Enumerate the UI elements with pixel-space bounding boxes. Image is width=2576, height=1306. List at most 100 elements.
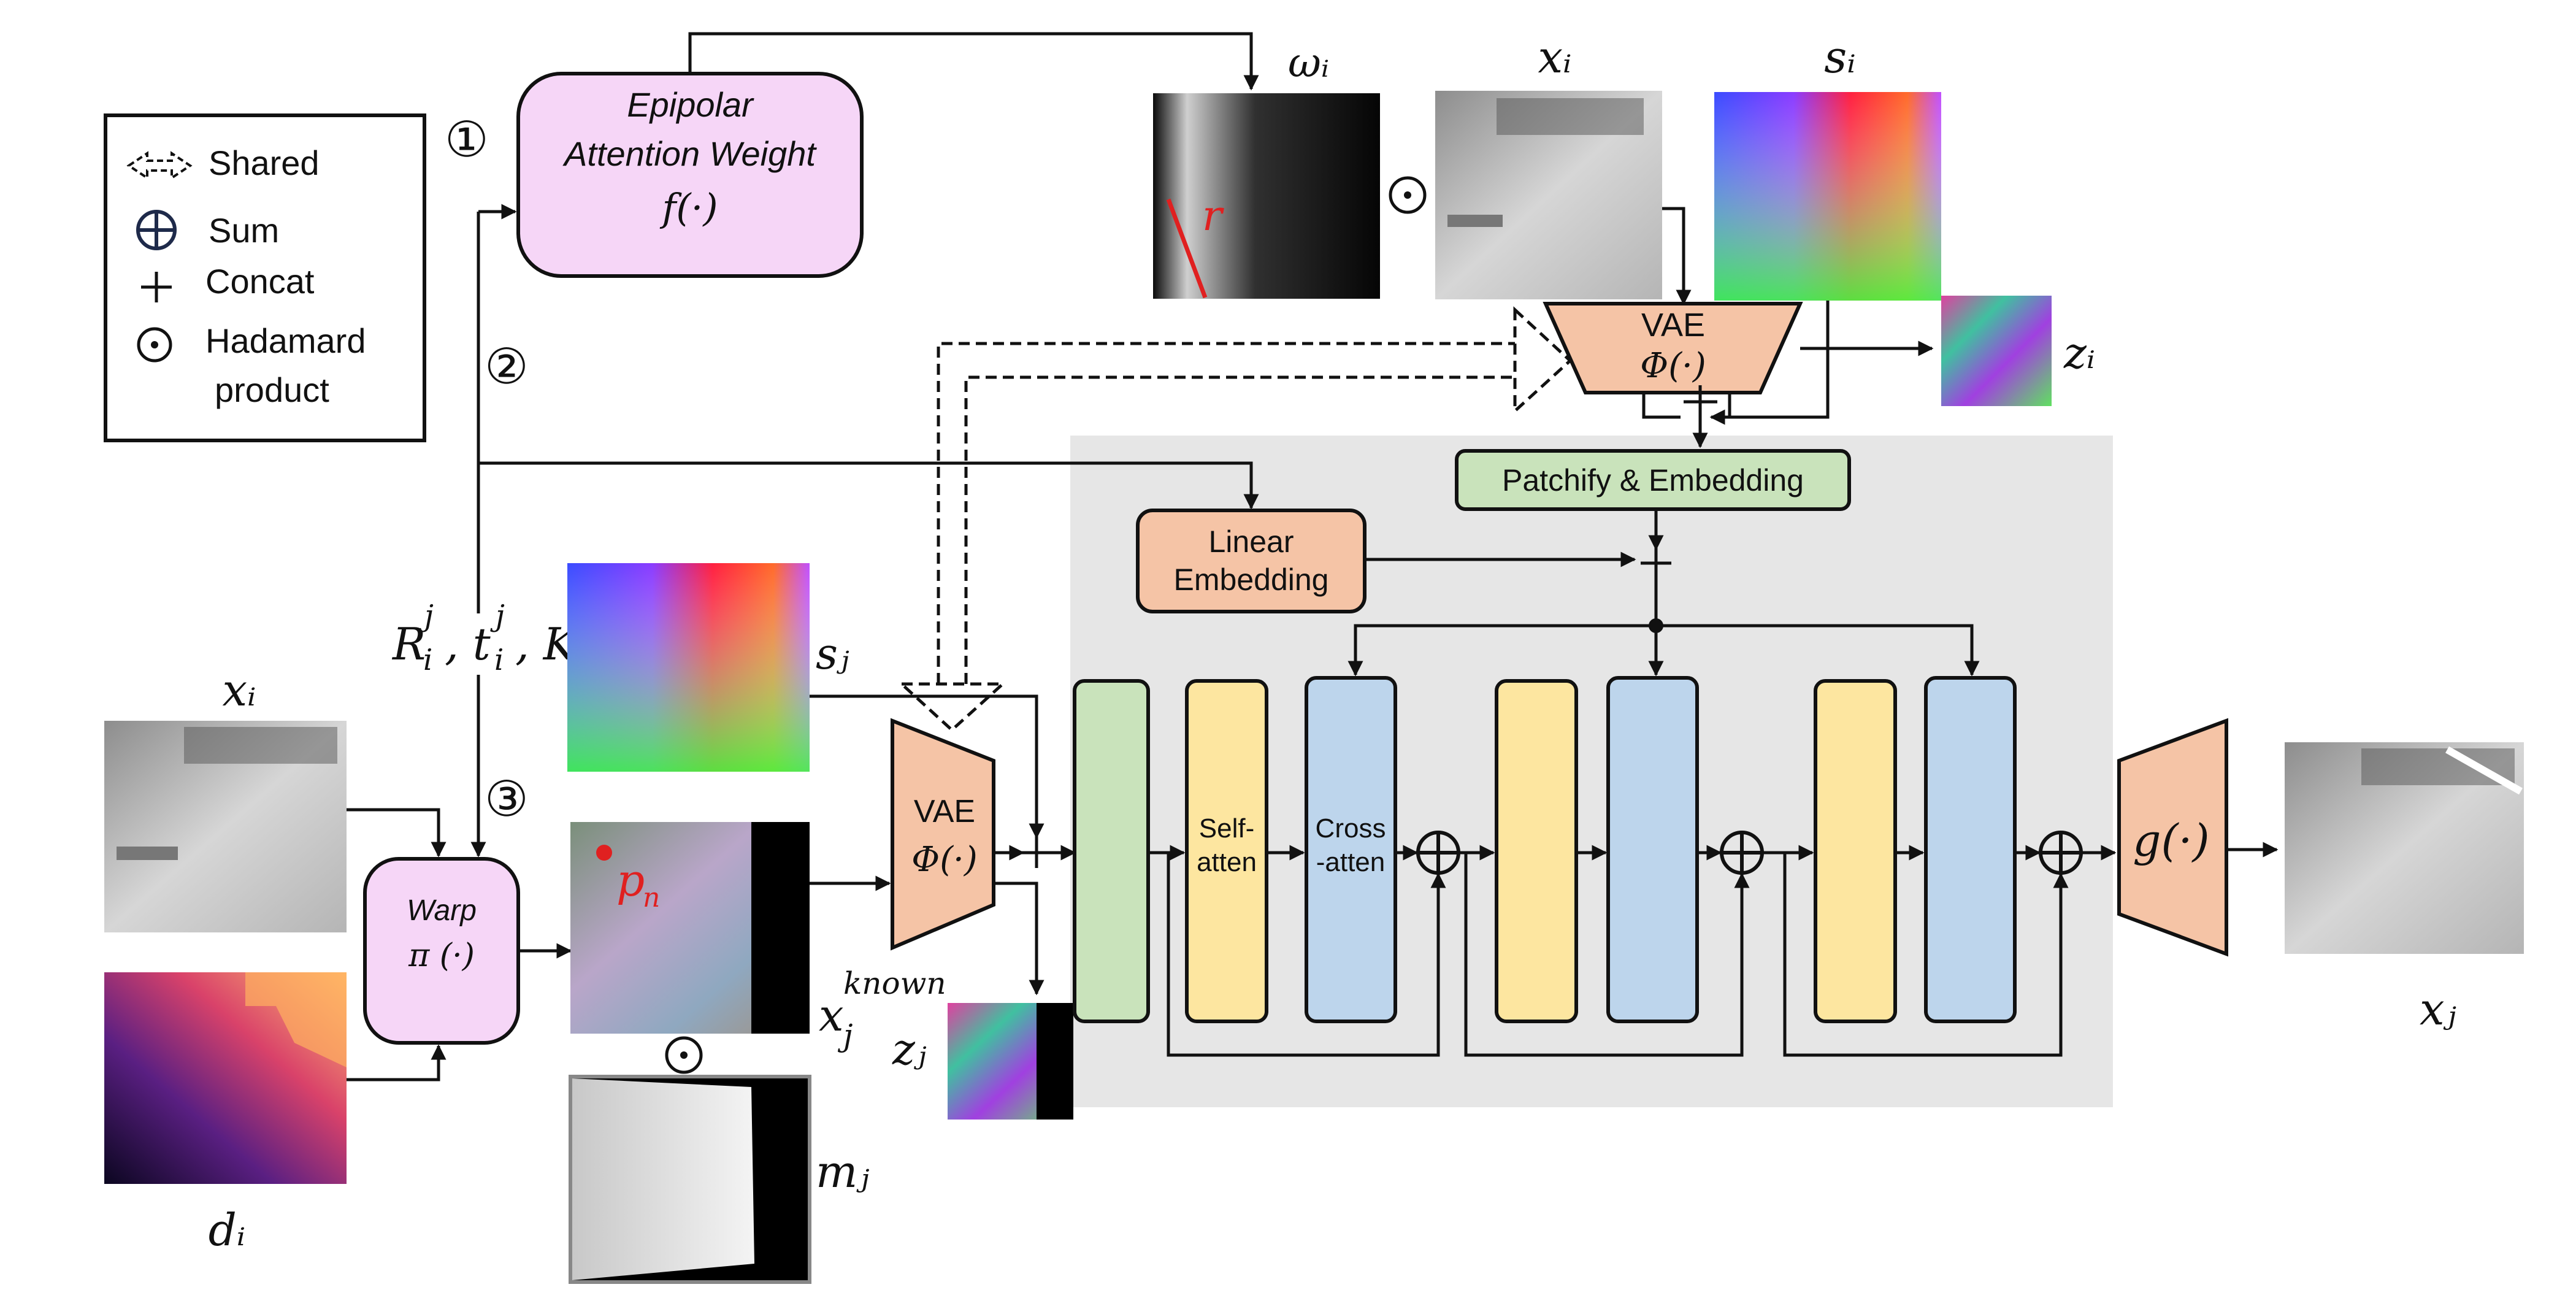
m-j-label: mⱼ <box>816 1146 869 1197</box>
epipolar-attention-box: Epipolar Attention Weight f(·) <box>516 72 864 278</box>
s-j-label: sⱼ <box>816 629 849 679</box>
arrow-sj-to-concat <box>810 694 1045 839</box>
svg-text:, t: , t <box>445 618 491 670</box>
step-2-marker: ② <box>485 338 529 395</box>
z-j-label: zⱼ <box>892 1024 927 1075</box>
arrow-vae-to-zj <box>994 882 1045 996</box>
self-attention-block: Self- atten <box>1185 679 1268 1023</box>
arrow-cond-to-cross1 <box>1347 624 1656 677</box>
omega-attention-map: r <box>1153 93 1380 299</box>
step-1-marker: ① <box>445 111 489 168</box>
svg-text:i: i <box>423 643 432 677</box>
cross-atten-label-1: Cross <box>1316 813 1386 843</box>
self-attention-block-2 <box>1495 679 1578 1023</box>
vae-mid-title: VAE <box>914 794 975 829</box>
x-j-output-label: xⱼ <box>2420 983 2456 1035</box>
vae-top-func: Φ(·) <box>1640 346 1706 386</box>
svg-text:n: n <box>643 882 660 913</box>
legend: Shared Sum Concat Hadamard product <box>104 113 426 442</box>
warp-func: π (·) <box>408 937 475 974</box>
vae-top-title: VAE <box>1641 307 1705 344</box>
svg-text:j: j <box>490 599 505 633</box>
residual-3 <box>1783 853 2069 1057</box>
self-attention-block-3 <box>1814 679 1897 1023</box>
step-3-marker: ③ <box>485 770 529 828</box>
hadamard-op-left <box>665 1036 703 1074</box>
arrow-epipolar-to-omega <box>688 32 1259 91</box>
z-i-latent-image <box>1941 296 2052 406</box>
m-j-mask-image <box>569 1075 811 1284</box>
arrow-xi-to-warp <box>347 808 447 858</box>
shared-arrowhead-down <box>897 682 1007 732</box>
arrow-pose-to-linear <box>478 461 1259 510</box>
p-n-label: p <box>616 855 645 906</box>
depth-image <box>104 972 347 1184</box>
decoder-label: g(·) <box>2133 815 2209 866</box>
cross-attention-block: Cross -atten <box>1305 676 1397 1023</box>
x-j-output-image <box>2285 742 2524 954</box>
linear-embedding-label-1: Linear <box>1209 524 1294 559</box>
svg-text:R: R <box>391 618 426 670</box>
arrow-vae-down <box>1642 393 1681 419</box>
vae-top-encoder: VAE Φ(·) <box>1543 302 1803 394</box>
decoder-g: g(·) <box>2117 718 2228 957</box>
sum-op-2 <box>1720 831 1764 875</box>
legend-concat-label: Concat <box>205 262 315 301</box>
self-atten-label-2: atten <box>1197 847 1257 877</box>
pose-label: R j i , t j i , K <box>391 599 579 677</box>
epipolar-label-1: Epipolar <box>627 85 754 124</box>
arrow-cond-to-cross3 <box>1656 624 1980 677</box>
legend-hadamard-label-2: product <box>215 371 329 409</box>
x-j-known-image: p n <box>570 822 810 1034</box>
r-label: r <box>1202 192 1224 240</box>
input-green-block <box>1073 679 1150 1023</box>
patchify-label: Patchify & Embedding <box>1502 463 1804 497</box>
vae-mid-encoder: VAE Φ(·) <box>891 718 995 951</box>
x-j-known-label: x known j <box>819 966 946 1053</box>
s-j-image <box>567 563 810 772</box>
hadamard-icon <box>137 327 172 363</box>
epipolar-line <box>1166 198 1208 299</box>
s-i-top-image <box>1714 92 1941 301</box>
x-i-top-image <box>1435 91 1662 299</box>
warp-title: Warp <box>407 894 477 927</box>
legend-hadamard-label-1: Hadamard <box>205 321 366 360</box>
d-i-label: dᵢ <box>209 1204 246 1256</box>
patchify-embedding-box: Patchify & Embedding <box>1455 449 1851 511</box>
cross-atten-label-2: -atten <box>1316 847 1386 877</box>
residual-1 <box>1167 853 1446 1057</box>
shared-arrow-outer <box>937 342 1515 684</box>
cross-attention-block-3 <box>1924 676 2017 1023</box>
sum-op-1 <box>1416 831 1460 875</box>
legend-sum-label: Sum <box>209 211 279 250</box>
arrow-di-to-warp <box>347 1044 447 1081</box>
z-j-latent-image <box>948 1003 1073 1120</box>
linear-embedding-box: Linear Embedding <box>1136 509 1367 613</box>
svg-text:x: x <box>819 989 844 1041</box>
arrow-si-to-vae <box>1728 301 1830 419</box>
residual-2 <box>1464 853 1750 1057</box>
self-atten-label-1: Self- <box>1199 813 1254 843</box>
legend-shared-label: Shared <box>209 144 320 182</box>
linear-embedding-label-2: Embedding <box>1174 563 1329 597</box>
epipolar-func: f(·) <box>659 185 718 230</box>
s-i-top-label: sᵢ <box>1824 31 1855 83</box>
hadamard-op-top <box>1389 176 1427 214</box>
p-n-point <box>596 845 612 861</box>
epipolar-label-2: Attention Weight <box>562 134 817 173</box>
x-i-left-image <box>104 721 347 932</box>
svg-text:i: i <box>494 643 504 677</box>
shared-arrow-icon <box>126 151 193 180</box>
x-i-top-label: xᵢ <box>1538 31 1571 83</box>
x-i-left-label: xᵢ <box>222 664 256 716</box>
warp-box: Warp π (·) <box>363 857 520 1045</box>
sum-op-3 <box>2039 831 2083 875</box>
svg-text:known: known <box>843 966 946 1001</box>
vae-mid-func: Φ(·) <box>911 840 977 880</box>
shared-arrowhead-right <box>1513 306 1573 415</box>
shared-arrow-inner <box>964 375 1515 684</box>
z-i-label: zᵢ <box>2063 328 2095 378</box>
omega-label: ωᵢ <box>1288 39 1329 86</box>
arrow-xi-to-vae <box>1662 207 1692 305</box>
